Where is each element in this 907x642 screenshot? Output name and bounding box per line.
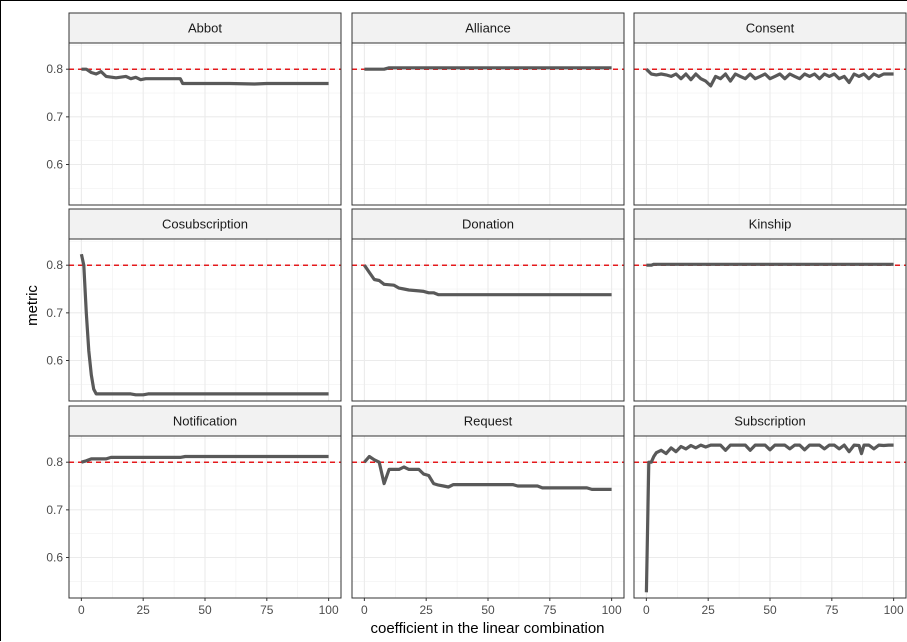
facet-strip [351, 12, 625, 44]
y-tick-label: 0.7 [46, 503, 63, 517]
facet-strip [633, 12, 907, 44]
x-tick-label: 100 [884, 603, 904, 617]
y-tick-label: 0.7 [46, 306, 63, 320]
series-line [645, 68, 894, 88]
x-tick-label: 25 [702, 603, 716, 617]
facet-strip-label: Consent [746, 21, 795, 36]
facet-strip-label: Notification [173, 414, 237, 429]
x-tick-label: 50 [198, 603, 212, 617]
facet-strip [68, 12, 342, 44]
facet-strip-label: Donation [462, 217, 514, 232]
x-tick-label: 100 [319, 603, 339, 617]
facet-panel-consent: Consent [633, 12, 907, 206]
facet-panel-kinship: Kinship [633, 208, 907, 402]
panel-border [351, 238, 625, 402]
facet-panel-request: Request 0 25 50 75 100 [351, 405, 625, 617]
series-line [363, 264, 612, 297]
facet-panel-notification: Notification 0.6 0.7 0.8 0 25 50 75 100 [46, 405, 342, 617]
panel-border [68, 42, 342, 206]
panel-border [68, 238, 342, 402]
x-tick-label: 100 [602, 603, 622, 617]
y-tick-label: 0.6 [46, 354, 63, 368]
panel-border [633, 238, 907, 402]
facet-panel-donation: Donation [351, 208, 625, 402]
x-tick-label: 75 [260, 603, 274, 617]
facet-strip [68, 208, 342, 240]
facet-panel-abbot: Abbot 0.6 0.7 0.8 [46, 12, 342, 206]
facet-strip-label: Alliance [465, 21, 511, 36]
series-line [363, 454, 612, 491]
x-axis-title: coefficient in the linear combination [370, 620, 604, 637]
series-line [644, 443, 894, 593]
x-tick-label: 75 [543, 603, 557, 617]
facet-strip [633, 208, 907, 240]
facet-panel-cosubscription: Cosubscription 0.6 0.7 0.8 [46, 208, 342, 402]
y-tick-label: 0.8 [46, 455, 63, 469]
x-tick-label: 25 [420, 603, 434, 617]
x-tick-label: 25 [137, 603, 151, 617]
x-tick-label: 0 [643, 603, 650, 617]
panel-border [633, 42, 907, 206]
x-tick-label: 0 [78, 603, 85, 617]
y-tick-label: 0.6 [46, 158, 63, 172]
facet-strip-label: Request [464, 414, 513, 429]
series-line [646, 262, 894, 267]
x-tick-label: 50 [481, 603, 495, 617]
y-tick-label: 0.8 [46, 258, 63, 272]
panel-border [351, 42, 625, 206]
facet-strip-label: Kinship [749, 217, 792, 232]
y-axis-title: metric [24, 285, 41, 326]
y-tick-label: 0.8 [46, 62, 63, 76]
facet-strip-label: Cosubscription [162, 217, 248, 232]
x-tick-label: 75 [825, 603, 839, 617]
facet-strip [351, 405, 625, 437]
x-tick-label: 0 [361, 603, 368, 617]
facet-panel-alliance: Alliance [351, 12, 625, 206]
series-line [80, 454, 329, 464]
series-line [81, 67, 329, 86]
x-tick-label: 50 [763, 603, 777, 617]
facet-panel-subscription: Subscription 0 25 50 75 100 [633, 405, 907, 617]
facet-strip-label: Subscription [734, 414, 806, 429]
facet-strip-label: Abbot [188, 21, 222, 36]
series-line [364, 66, 612, 71]
y-tick-label: 0.7 [46, 110, 63, 124]
facet-strip [351, 208, 625, 240]
facet-strip [633, 405, 907, 437]
series-line [79, 253, 329, 397]
y-tick-label: 0.6 [46, 551, 63, 565]
